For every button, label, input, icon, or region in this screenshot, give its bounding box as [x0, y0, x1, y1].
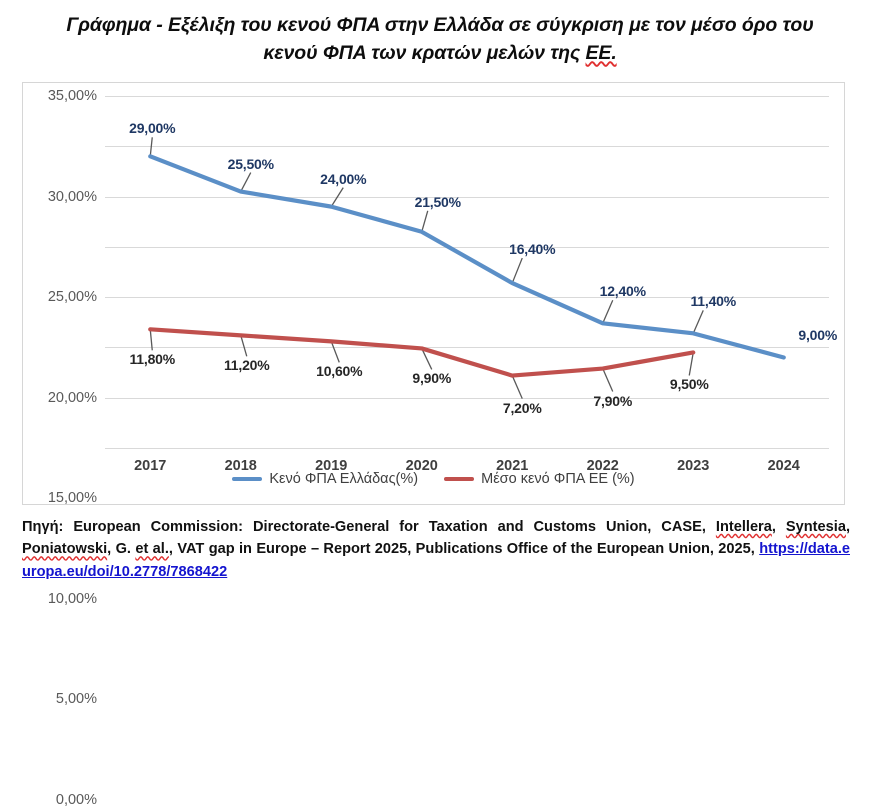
line-greece — [148, 154, 786, 360]
chart-title-line-2-text: κενού ΦΠΑ των κρατών μελών της — [263, 41, 586, 64]
label-leader-line — [511, 257, 523, 284]
source-flagged-syntesia: Syntesia — [785, 519, 846, 535]
y-axis-tick-label: 15,00% — [47, 490, 97, 507]
data-label-eu-average: 10,60% — [316, 363, 363, 380]
x-axis-tick-label: 2019 — [315, 458, 348, 474]
label-leader-line — [149, 137, 153, 157]
series-lines — [148, 137, 786, 399]
line-eu-average — [148, 327, 696, 378]
label-leader-line — [602, 368, 614, 392]
legend-swatch-icon — [232, 477, 263, 481]
gridline: 30,00% — [48, 146, 829, 205]
x-axis-tick-label: 2024 — [767, 458, 800, 474]
source-prefix: Πηγή: European Commission: Directorate-G… — [22, 519, 716, 535]
data-label-eu-average: 11,80% — [129, 351, 176, 368]
label-leader-line — [149, 329, 153, 351]
source-flagged-etal: et al. — [135, 541, 169, 558]
gridline: 20,00% — [48, 246, 829, 406]
gridline: 0,00% — [56, 448, 829, 808]
data-label-greece: 24,00% — [320, 170, 367, 187]
data-label-greece: 21,50% — [414, 193, 461, 210]
x-axis-tick-label: 2018 — [224, 458, 257, 474]
legend-swatch-icon — [444, 477, 475, 481]
chart-title-line-2: κενού ΦΠΑ των κρατών μελών της ΕΕ. — [30, 40, 850, 68]
y-axis-tick-label: 5,00% — [55, 691, 97, 708]
source-link[interactable]: https://data.europa.eu/doi/10.2778/78684… — [22, 541, 850, 580]
data-label-eu-average: 9,90% — [412, 370, 452, 387]
label-leader-line — [330, 187, 344, 207]
y-axis-tick-label: 20,00% — [47, 389, 97, 406]
plot-area: 0,00% 5,00% 10,00% 15,00% 20,00% 25,00% 30,00%… — [48, 88, 837, 808]
chart-legend[interactable]: Κενό ΦΠΑ Ελλάδας(%) Μέσο κενό ΦΠΑ ΕΕ (%) — [23, 471, 844, 487]
chart-container[interactable]: 0,00% 5,00% 10,00% 15,00% 20,00% 25,00% 30,00%… — [22, 82, 845, 808]
source-sep-3: , G. — [107, 541, 136, 558]
label-leader-line — [602, 300, 614, 324]
legend-label: Μέσο κενό ΦΠΑ ΕΕ (%) — [481, 471, 635, 487]
gridline: 10,00% — [48, 347, 829, 607]
source-flagged-poniatowski: Poniatowski — [22, 541, 108, 558]
x-axis-tick-label: 2023 — [677, 458, 710, 474]
legend-item-greece[interactable]: Κενό ΦΠΑ Ελλάδας(%) — [232, 471, 418, 487]
x-axis-tick-label: 2021 — [496, 458, 529, 474]
legend-item-eu-average[interactable]: Μέσο κενό ΦΠΑ ΕΕ (%) — [444, 471, 635, 487]
gridline: 15,00% — [48, 297, 829, 506]
source-caption: Πηγή: European Commission: Directorate-G… — [22, 516, 850, 583]
x-axis-tick-label: 2020 — [405, 458, 438, 474]
source-sep-4: , VAT gap in Europe – Report 2025, Publi… — [168, 541, 760, 558]
y-axis-tick-label: 25,00% — [47, 289, 97, 306]
source-sep-1: , — [771, 519, 786, 535]
chart-title-spellcheck-word: ΕΕ. — [585, 41, 617, 64]
data-label-greece: 29,00% — [129, 120, 176, 137]
gridline: 35,00% — [48, 88, 829, 104]
data-label-greece: 9,00% — [798, 327, 838, 344]
x-axis-tick-label: 2017 — [134, 458, 167, 474]
data-label-greece: 25,50% — [227, 155, 274, 172]
data-label-eu-average: 7,20% — [502, 399, 542, 416]
legend-label: Κενό ΦΠΑ Ελλάδας(%) — [269, 471, 419, 487]
gridline: 25,00% — [48, 196, 829, 305]
x-axis-tick-label: 2022 — [586, 458, 619, 474]
y-axis-tick-label: 0,00% — [55, 792, 97, 808]
y-axis-tick-label: 35,00% — [47, 88, 97, 104]
chart-title: Γράφημα - Εξέλιξη του κενού ΦΠΑ στην Ελλ… — [30, 0, 850, 67]
label-leader-line — [240, 172, 252, 192]
source-sep-2: , — [845, 519, 850, 535]
label-leader-line — [330, 341, 340, 363]
data-label-eu-average: 9,50% — [669, 376, 709, 393]
y-axis-tick-label: 30,00% — [47, 188, 97, 205]
label-leader-line — [688, 352, 694, 376]
y-axis-tick-label: 10,00% — [47, 590, 97, 607]
label-leader-line — [692, 310, 704, 334]
label-leader-line — [421, 210, 429, 232]
label-leader-line — [421, 348, 433, 370]
source-flagged-intellera: Intellera — [715, 519, 772, 535]
chart-title-line-1: Γράφημα - Εξέλιξη του κενού ΦΠΑ στην Ελλ… — [66, 14, 814, 36]
data-label-eu-average: 11,20% — [223, 357, 270, 374]
data-label-greece: 12,40% — [599, 283, 646, 300]
data-label-eu-average: 7,90% — [593, 392, 633, 409]
label-leader-line — [511, 375, 523, 399]
data-label-greece: 16,40% — [509, 241, 556, 258]
data-label-greece: 11,40% — [690, 293, 737, 310]
label-leader-line — [240, 335, 248, 357]
